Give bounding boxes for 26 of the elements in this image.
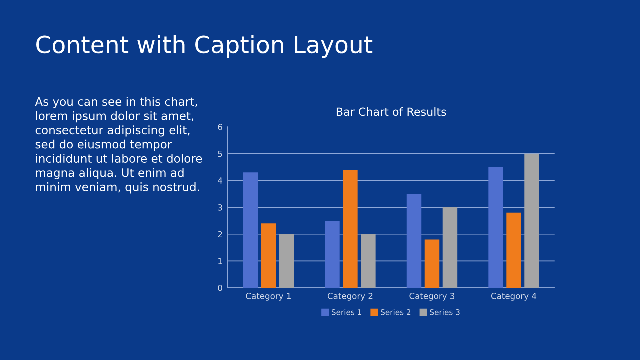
- y-tick-label: 2: [218, 231, 222, 238]
- bar: [325, 220, 340, 288]
- bar: [279, 234, 294, 288]
- text: Content with Caption Layout: [36, 35, 373, 58]
- bar: [524, 154, 540, 288]
- bar: [488, 167, 504, 288]
- bar: [243, 172, 258, 288]
- bar: [506, 212, 522, 288]
- y-tick-label: 3: [218, 204, 222, 211]
- y-tick-label: 4: [218, 178, 223, 184]
- y-tick-label: 0: [218, 284, 222, 292]
- text: As you can see in this chart, lorem ipsum dolor sit amet, consectetur adipiscing elit, sed do eiusmod tempor incididunt ut labore et dolore magna aliqua. Ut enim ad minim veniam, quis nostrud.: [35, 97, 202, 194]
- bar: [261, 224, 276, 288]
- chart-title: Bar Chart of Results: [336, 108, 446, 116]
- bar: [361, 234, 376, 288]
- bar: [406, 194, 422, 288]
- y-tick-label: 5: [218, 150, 222, 158]
- x-tick-label: Category 2: [328, 293, 373, 301]
- x-tick-label: Category 1: [246, 293, 291, 301]
- x-tick-label: Category 3: [410, 293, 455, 301]
- bar: [343, 170, 358, 288]
- bar: [442, 208, 458, 288]
- y-tick-label: 6: [218, 124, 222, 130]
- x-tick-label: Category 4: [491, 293, 537, 301]
- y-tick-label: 1: [218, 258, 222, 264]
- bar: [424, 240, 440, 288]
